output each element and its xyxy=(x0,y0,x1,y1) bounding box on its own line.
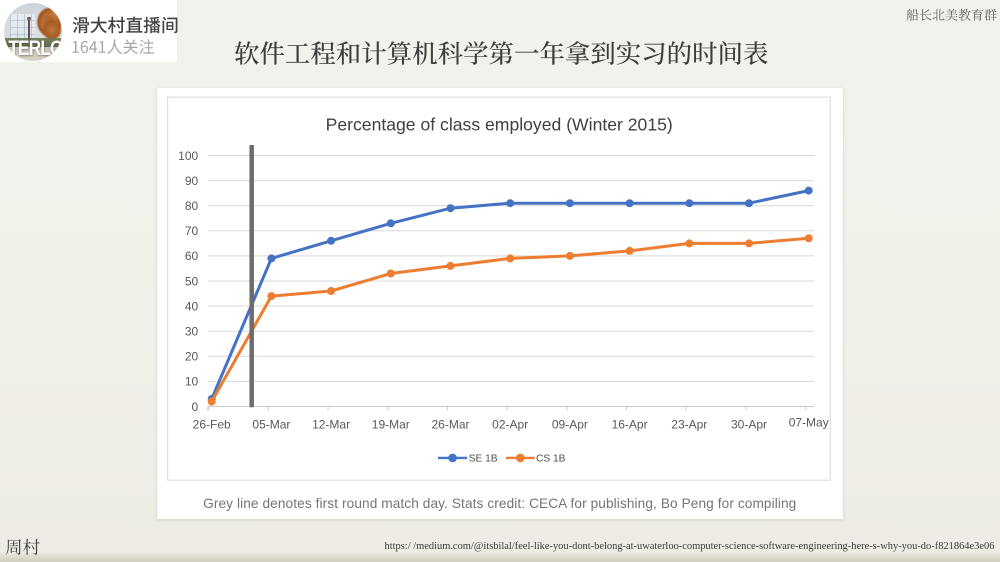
svg-text:23-Apr: 23-Apr xyxy=(672,418,708,432)
svg-text:50: 50 xyxy=(185,275,199,289)
svg-text:100: 100 xyxy=(178,149,198,163)
svg-text:05-Mar: 05-Mar xyxy=(253,418,291,432)
svg-text:70: 70 xyxy=(185,224,199,238)
svg-text:26-Feb: 26-Feb xyxy=(193,418,231,432)
svg-text:80: 80 xyxy=(185,199,199,213)
svg-text:12-Mar: 12-Mar xyxy=(312,418,350,432)
svg-text:02-Apr: 02-Apr xyxy=(492,418,528,432)
svg-text:SE 1B: SE 1B xyxy=(469,454,498,465)
svg-text:40: 40 xyxy=(185,300,199,314)
svg-text:30-Apr: 30-Apr xyxy=(731,418,767,432)
svg-text:19-Mar: 19-Mar xyxy=(372,418,410,432)
svg-text:90: 90 xyxy=(185,174,199,188)
svg-text:07-May: 07-May xyxy=(789,416,829,430)
svg-text:26-Mar: 26-Mar xyxy=(432,418,470,432)
svg-text:60: 60 xyxy=(185,249,199,263)
svg-text:30: 30 xyxy=(185,325,199,339)
svg-text:16-Apr: 16-Apr xyxy=(612,418,648,432)
svg-text:Percentage of class employed (: Percentage of class employed (Winter 201… xyxy=(326,115,673,135)
svg-text:10: 10 xyxy=(185,375,199,389)
svg-text:20: 20 xyxy=(185,350,199,364)
svg-text:0: 0 xyxy=(192,400,199,414)
svg-text:09-Apr: 09-Apr xyxy=(552,418,588,432)
svg-text:CS 1B: CS 1B xyxy=(536,454,566,465)
